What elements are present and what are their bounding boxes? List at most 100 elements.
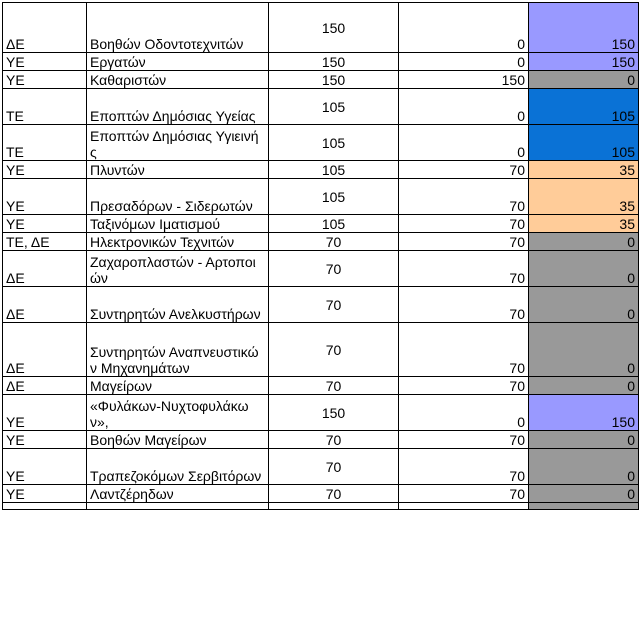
empty-cell[interactable] bbox=[2, 502, 87, 510]
table-row: ΔΕ Συντηρητών Αναπνευστικών Μηχανημάτων 70… bbox=[2, 322, 639, 377]
specialty-cell[interactable]: Βοηθών Μαγείρων bbox=[86, 430, 269, 449]
specialty-cell[interactable]: Πρεσαδόρων - Σιδερωτών bbox=[86, 178, 269, 215]
table-row-partial bbox=[2, 502, 639, 510]
difference-cell[interactable]: 150 bbox=[528, 394, 639, 431]
category-cell[interactable]: ΥΕ bbox=[2, 394, 87, 431]
difference-cell[interactable]: 0 bbox=[528, 484, 639, 503]
difference-cell[interactable]: 0 bbox=[528, 70, 639, 89]
staffing-table: ΔΕ Βοηθών Οδοντοτεχνιτών 150 0 150 ΥΕ Εργατών 1… bbox=[2, 2, 639, 510]
category-cell[interactable]: ΥΕ bbox=[2, 70, 87, 89]
filled-cell[interactable]: 70 bbox=[398, 232, 529, 251]
table-row: ΥΕ «Φυλάκων-Νυχτοφυλάκων», 150 0 150 bbox=[2, 394, 639, 431]
total-cell[interactable]: 70 bbox=[268, 430, 399, 449]
filled-cell[interactable]: 70 bbox=[398, 430, 529, 449]
total-cell[interactable]: 70 bbox=[268, 484, 399, 503]
total-cell[interactable]: 70 bbox=[268, 232, 399, 251]
filled-cell[interactable]: 0 bbox=[398, 88, 529, 125]
difference-cell[interactable]: 35 bbox=[528, 178, 639, 215]
specialty-cell[interactable]: Λαντζέρηδων bbox=[86, 484, 269, 503]
difference-cell[interactable]: 0 bbox=[528, 430, 639, 449]
specialty-cell[interactable]: Καθαριστών bbox=[86, 70, 269, 89]
specialty-cell[interactable]: Ταξινόμων Ιματισμού bbox=[86, 214, 269, 233]
specialty-cell[interactable]: Τραπεζοκόμων Σερβιτόρων bbox=[86, 448, 269, 485]
table-row: ΔΕ Μαγείρων 70 70 0 bbox=[2, 376, 639, 395]
empty-cell[interactable] bbox=[268, 502, 399, 510]
difference-cell[interactable]: 35 bbox=[528, 214, 639, 233]
filled-cell[interactable]: 70 bbox=[398, 178, 529, 215]
difference-cell[interactable]: 0 bbox=[528, 250, 639, 287]
difference-cell[interactable]: 35 bbox=[528, 160, 639, 179]
table-row: ΔΕ Βοηθών Οδοντοτεχνιτών 150 0 150 bbox=[2, 2, 639, 53]
filled-cell[interactable]: 0 bbox=[398, 52, 529, 71]
category-cell[interactable]: ΔΕ bbox=[2, 250, 87, 287]
category-cell[interactable]: ΔΕ bbox=[2, 322, 87, 377]
specialty-cell[interactable]: Εποπτών Δημόσιας Υγιεινής bbox=[86, 124, 269, 161]
filled-cell[interactable]: 70 bbox=[398, 448, 529, 485]
filled-cell[interactable]: 150 bbox=[398, 70, 529, 89]
category-cell[interactable]: ΤΕ bbox=[2, 88, 87, 125]
total-cell[interactable]: 150 bbox=[268, 70, 399, 89]
total-cell[interactable]: 105 bbox=[268, 160, 399, 179]
filled-cell[interactable]: 70 bbox=[398, 160, 529, 179]
difference-cell[interactable]: 105 bbox=[528, 88, 639, 125]
specialty-cell[interactable]: Ζαχαροπλαστών - Αρτοποιών bbox=[86, 250, 269, 287]
specialty-cell[interactable]: Πλυντών bbox=[86, 160, 269, 179]
specialty-cell[interactable]: Συντηρητών Ανελκυστήρων bbox=[86, 286, 269, 323]
empty-cell[interactable] bbox=[398, 502, 529, 510]
filled-cell[interactable]: 70 bbox=[398, 484, 529, 503]
total-cell[interactable]: 105 bbox=[268, 124, 399, 161]
specialty-cell[interactable]: Μαγείρων bbox=[86, 376, 269, 395]
total-cell[interactable]: 105 bbox=[268, 88, 399, 125]
category-cell[interactable]: ΤΕ, ΔΕ bbox=[2, 232, 87, 251]
filled-cell[interactable]: 0 bbox=[398, 2, 529, 53]
category-cell[interactable]: ΥΕ bbox=[2, 160, 87, 179]
total-cell[interactable]: 70 bbox=[268, 448, 399, 485]
specialty-cell[interactable]: Συντηρητών Αναπνευστικών Μηχανημάτων bbox=[86, 322, 269, 377]
filled-cell[interactable]: 70 bbox=[398, 322, 529, 377]
filled-cell[interactable]: 0 bbox=[398, 394, 529, 431]
difference-cell[interactable]: 0 bbox=[528, 448, 639, 485]
table-row: ΥΕ Λαντζέρηδων 70 70 0 bbox=[2, 484, 639, 503]
difference-cell[interactable]: 0 bbox=[528, 376, 639, 395]
difference-cell[interactable]: 0 bbox=[528, 232, 639, 251]
total-cell[interactable]: 70 bbox=[268, 322, 399, 377]
specialty-cell[interactable]: Εργατών bbox=[86, 52, 269, 71]
category-cell[interactable]: ΥΕ bbox=[2, 448, 87, 485]
table-row: ΥΕ Καθαριστών 150 150 0 bbox=[2, 70, 639, 89]
total-cell[interactable]: 150 bbox=[268, 394, 399, 431]
total-cell[interactable]: 105 bbox=[268, 214, 399, 233]
table-row: ΔΕ Ζαχαροπλαστών - Αρτοποιών 70 70 0 bbox=[2, 250, 639, 287]
category-cell[interactable]: ΔΕ bbox=[2, 286, 87, 323]
empty-cell[interactable] bbox=[528, 502, 639, 510]
category-cell[interactable]: ΥΕ bbox=[2, 430, 87, 449]
table-row: ΥΕ Ταξινόμων Ιματισμού 105 70 35 bbox=[2, 214, 639, 233]
difference-cell[interactable]: 0 bbox=[528, 322, 639, 377]
total-cell[interactable]: 150 bbox=[268, 2, 399, 53]
filled-cell[interactable]: 70 bbox=[398, 214, 529, 233]
category-cell[interactable]: ΥΕ bbox=[2, 178, 87, 215]
difference-cell[interactable]: 0 bbox=[528, 286, 639, 323]
category-cell[interactable]: ΔΕ bbox=[2, 2, 87, 53]
total-cell[interactable]: 70 bbox=[268, 250, 399, 287]
category-cell[interactable]: ΥΕ bbox=[2, 214, 87, 233]
filled-cell[interactable]: 70 bbox=[398, 250, 529, 287]
category-cell[interactable]: ΤΕ bbox=[2, 124, 87, 161]
filled-cell[interactable]: 70 bbox=[398, 376, 529, 395]
filled-cell[interactable]: 0 bbox=[398, 124, 529, 161]
total-cell[interactable]: 150 bbox=[268, 52, 399, 71]
difference-cell[interactable]: 150 bbox=[528, 52, 639, 71]
total-cell[interactable]: 105 bbox=[268, 178, 399, 215]
filled-cell[interactable]: 70 bbox=[398, 286, 529, 323]
difference-cell[interactable]: 105 bbox=[528, 124, 639, 161]
category-cell[interactable]: ΔΕ bbox=[2, 376, 87, 395]
total-cell[interactable]: 70 bbox=[268, 376, 399, 395]
specialty-cell[interactable]: Εποπτών Δημόσιας Υγείας bbox=[86, 88, 269, 125]
category-cell[interactable]: ΥΕ bbox=[2, 484, 87, 503]
empty-cell[interactable] bbox=[86, 502, 269, 510]
specialty-cell[interactable]: «Φυλάκων-Νυχτοφυλάκων», bbox=[86, 394, 269, 431]
specialty-cell[interactable]: Βοηθών Οδοντοτεχνιτών bbox=[86, 2, 269, 53]
category-cell[interactable]: ΥΕ bbox=[2, 52, 87, 71]
specialty-cell[interactable]: Ηλεκτρονικών Τεχνιτών bbox=[86, 232, 269, 251]
total-cell[interactable]: 70 bbox=[268, 286, 399, 323]
difference-cell[interactable]: 150 bbox=[528, 2, 639, 53]
